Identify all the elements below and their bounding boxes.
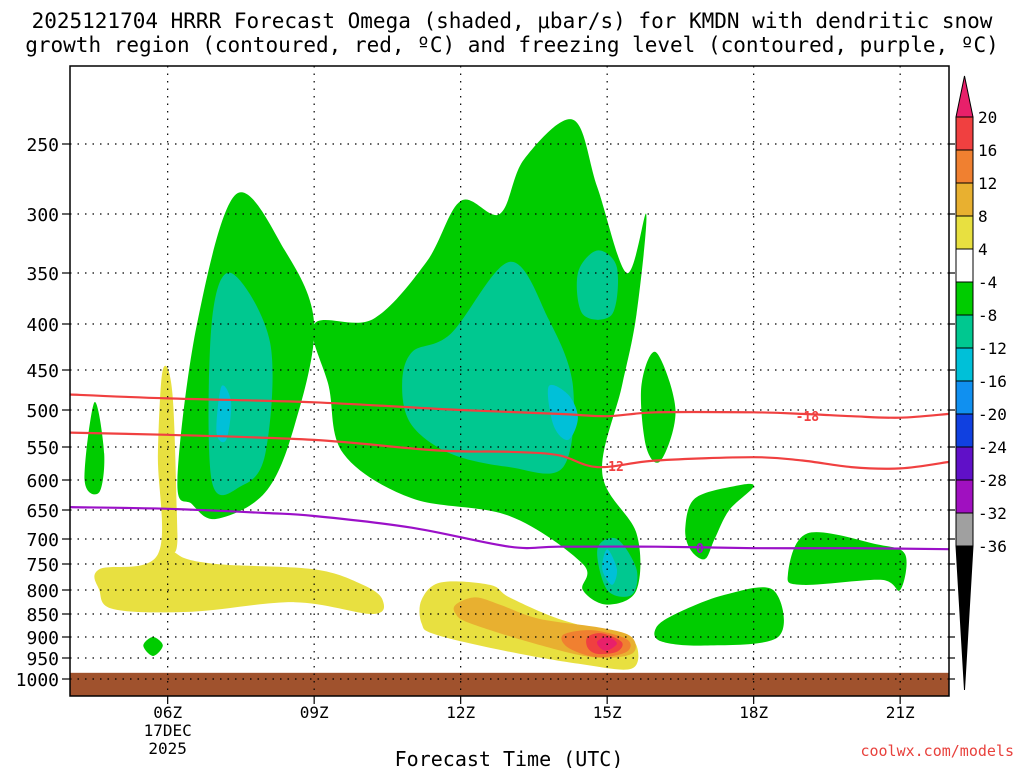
y-tick-label-750: 750 (26, 555, 59, 576)
omega-region-4 (402, 261, 574, 474)
contour-0 (70, 506, 949, 551)
colorbar-segment-3 (955, 182, 974, 217)
y-tick-label-350: 350 (26, 264, 59, 285)
y-tick-label-700: 700 (26, 530, 59, 551)
plot-frame (69, 65, 950, 697)
colorbar-segment-1 (955, 116, 974, 151)
y-tick-label-250: 250 (26, 135, 59, 156)
omega-region-6 (547, 384, 578, 441)
y-tick-label-950: 950 (26, 649, 59, 670)
x-tick-label-12Z: 12Z (446, 703, 475, 722)
colorbar-label-12: -32 (978, 504, 1007, 523)
omega-shading (84, 119, 907, 670)
y-axis-pressure: 2503003504004505005506006507007508008509… (16, 135, 955, 691)
colorbar-segment-4 (955, 215, 974, 250)
contour--18 (70, 393, 949, 419)
contour-label--12: -12 (600, 460, 623, 475)
omega-region-12 (654, 587, 784, 646)
colorbar-segment-7 (955, 314, 974, 349)
colorbar-segment-11 (955, 446, 974, 481)
colorbar: 20 16 12 8 4 -4 -8 -12 -16 -20 -24 -28 -32 -36 (955, 75, 1007, 691)
chart-title-line-1: 2025121704 HRRR Forecast Omega (shaded, … (31, 9, 993, 33)
y-tick-label-400: 400 (26, 315, 59, 336)
y-tick-label-1000: 1000 (16, 670, 59, 691)
x-tick-label-21Z: 21Z (886, 703, 915, 722)
colorbar-label-9: -20 (978, 405, 1007, 424)
y-tick-label-500: 500 (26, 401, 59, 422)
y-tick-label-600: 600 (26, 471, 59, 492)
omega-region-13 (787, 532, 907, 591)
y-tick-label-300: 300 (26, 205, 59, 226)
colorbar-segment-10 (955, 413, 974, 448)
x-axis-label: Forecast Time (UTC) (395, 747, 624, 768)
x-tick-label-09Z: 09Z (300, 703, 329, 722)
y-tick-label-900: 900 (26, 628, 59, 649)
grid-lines (70, 66, 949, 696)
omega-region-14 (143, 637, 163, 656)
x-tick-sublabel-1: 2025 (148, 739, 187, 758)
y-tick-label-450: 450 (26, 361, 59, 382)
y-tick-label-550: 550 (26, 438, 59, 459)
colorbar-bottom-arrow (955, 545, 974, 691)
ground-band (70, 672, 949, 696)
colorbar-segment-5 (955, 248, 974, 283)
contour-label--18: -18 (796, 410, 820, 425)
colorbar-label-11: -28 (978, 471, 1007, 490)
chart-title-line-2: growth region (contoured, red, ºC) and f… (25, 33, 999, 57)
omega-region-11 (685, 483, 754, 560)
x-tick-sublabel-0: 17DEC (144, 721, 192, 740)
omega-region-8 (602, 549, 618, 585)
ground-layer (70, 672, 949, 696)
x-tick-label-18Z: 18Z (739, 703, 768, 722)
omega-region-9 (84, 401, 105, 495)
contour--12 (70, 431, 949, 470)
colorbar-label-2: 12 (978, 174, 997, 193)
colorbar-segment-9 (955, 380, 974, 415)
credit-link[interactable]: coolwx.com/models (860, 742, 1014, 760)
colorbar-label-7: -12 (978, 339, 1007, 358)
colorbar-label-10: -24 (978, 438, 1007, 457)
colorbar-segment-8 (955, 347, 974, 382)
colorbar-top-arrow (955, 75, 974, 118)
colorbar-label-1: 16 (978, 141, 997, 160)
contour-label-0: 0 (696, 542, 704, 557)
y-tick-label-800: 800 (26, 581, 59, 602)
colorbar-label-8: -16 (978, 372, 1007, 391)
omega-region-10 (640, 351, 676, 463)
colorbar-label-4: 4 (978, 240, 988, 259)
temperature-contours: -18 -12 0 (70, 393, 949, 557)
colorbar-label-5: -4 (978, 273, 997, 292)
x-tick-label-15Z: 15Z (593, 703, 622, 722)
colorbar-label-3: 8 (978, 207, 988, 226)
colorbar-label-6: -8 (978, 306, 997, 325)
colorbar-segment-12 (955, 479, 974, 514)
colorbar-label-13: -36 (978, 537, 1007, 556)
colorbar-label-0: 20 (978, 108, 997, 127)
y-tick-label-650: 650 (26, 501, 59, 522)
omega-region-15 (94, 365, 385, 615)
x-tick-label-06Z: 06Z (153, 703, 182, 722)
y-tick-label-850: 850 (26, 605, 59, 626)
colorbar-segment-13 (955, 512, 974, 547)
omega-region-5 (576, 250, 619, 320)
colorbar-segment-2 (955, 149, 974, 184)
colorbar-segment-6 (955, 281, 974, 316)
